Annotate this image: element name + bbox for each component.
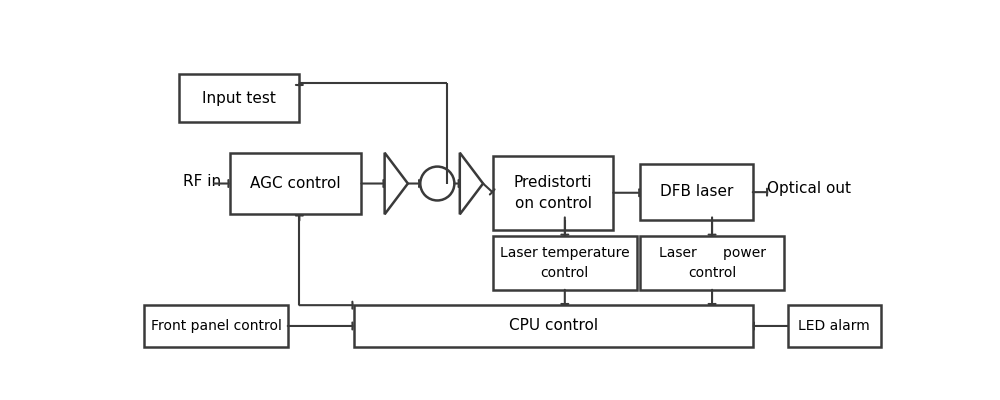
FancyBboxPatch shape	[179, 74, 299, 122]
Text: Predistorti
on control: Predistorti on control	[514, 175, 592, 211]
Text: Front panel control: Front panel control	[151, 319, 282, 333]
FancyBboxPatch shape	[354, 305, 753, 347]
Text: RF in: RF in	[183, 174, 221, 190]
Text: Laser temperature
control: Laser temperature control	[500, 246, 630, 280]
Text: LED alarm: LED alarm	[798, 319, 870, 333]
Text: AGC control: AGC control	[250, 176, 341, 191]
Text: Optical out: Optical out	[767, 181, 851, 196]
Text: CPU control: CPU control	[509, 318, 598, 334]
Text: Input test: Input test	[202, 90, 276, 106]
FancyBboxPatch shape	[493, 236, 637, 290]
FancyBboxPatch shape	[640, 236, 784, 290]
Text: Laser      power
control: Laser power control	[659, 246, 766, 280]
FancyBboxPatch shape	[493, 156, 613, 230]
Text: DFB laser: DFB laser	[660, 184, 733, 200]
FancyBboxPatch shape	[788, 305, 881, 347]
FancyBboxPatch shape	[640, 164, 753, 220]
FancyBboxPatch shape	[144, 305, 288, 347]
FancyBboxPatch shape	[230, 153, 361, 214]
